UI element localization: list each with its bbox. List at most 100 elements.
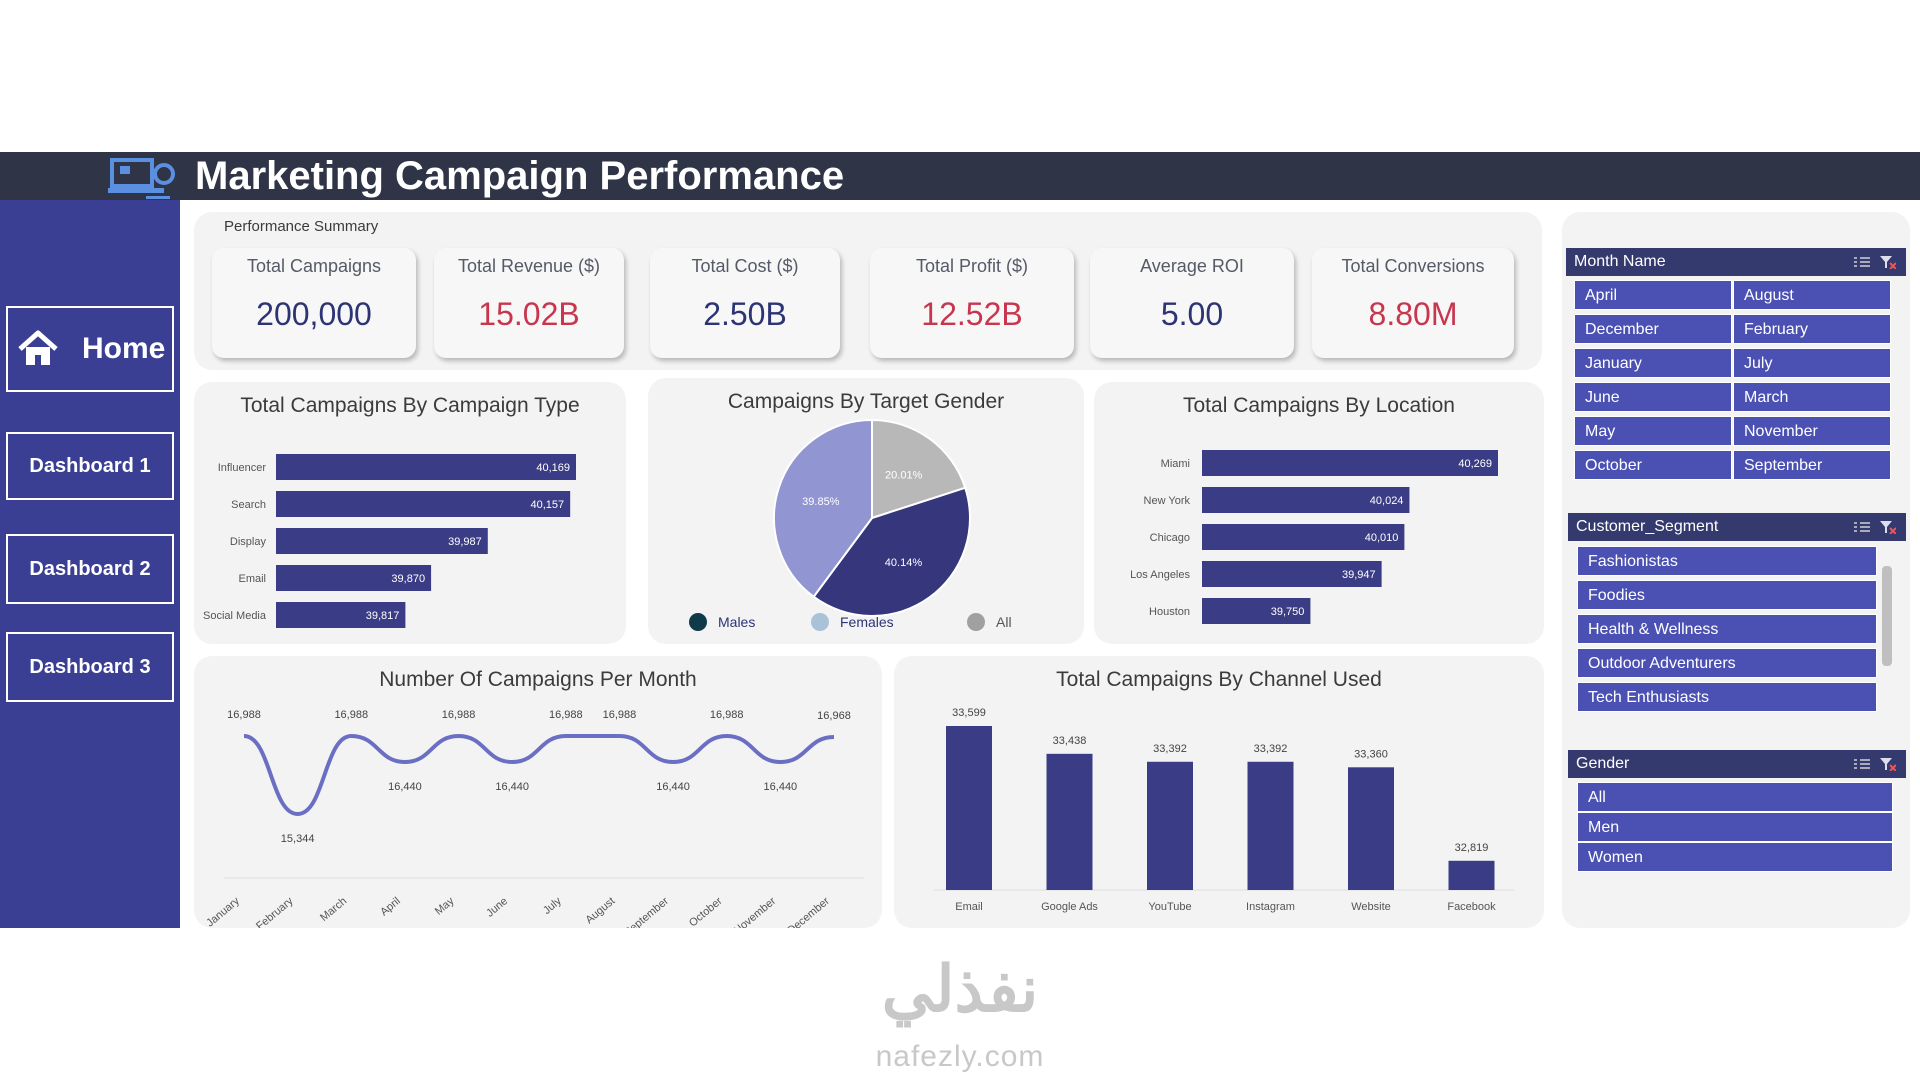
chart-title: Total Campaigns By Channel Used xyxy=(1056,668,1382,691)
tick-label: October xyxy=(687,895,725,928)
slice-label: 40.14% xyxy=(885,557,923,569)
category-label: Los Angeles xyxy=(1130,569,1190,581)
kpi-label: Total Revenue ($) xyxy=(457,256,601,276)
slicer-item[interactable]: January xyxy=(1574,348,1732,378)
bar xyxy=(276,491,571,517)
page-title: Marketing Campaign Performance xyxy=(195,154,845,198)
slicer-item[interactable]: March xyxy=(1733,382,1891,412)
tick-label: Instagram xyxy=(1246,901,1295,913)
slicer-header-icons xyxy=(1854,513,1896,541)
bar xyxy=(1202,561,1382,587)
clear-filter-icon[interactable] xyxy=(1880,255,1896,269)
pie-slice xyxy=(812,486,971,617)
slicer-title: Customer_Segment xyxy=(1576,518,1719,535)
slicer-item[interactable]: November xyxy=(1733,416,1891,446)
slicer-item[interactable]: All xyxy=(1577,782,1893,812)
kpi-value: 5.00 xyxy=(1160,296,1224,332)
slicer-item[interactable]: July xyxy=(1733,348,1891,378)
data-label: 16,440 xyxy=(764,781,798,793)
bar xyxy=(1348,767,1394,890)
multi-select-icon[interactable] xyxy=(1854,255,1870,269)
slicer-item[interactable]: February xyxy=(1733,314,1891,344)
tick-label: Website xyxy=(1351,901,1391,913)
slicer-item[interactable]: Tech Enthusiasts xyxy=(1577,682,1877,712)
gender-pie-chart: 20.01% 40.14% 39.85% Males Females All xyxy=(689,418,1012,631)
data-label: 16,988 xyxy=(603,709,637,721)
slicer-item[interactable]: May xyxy=(1574,416,1732,446)
category-label: Chicago xyxy=(1150,532,1190,544)
data-label: 39,947 xyxy=(1342,569,1376,581)
slicer-header-icons xyxy=(1854,248,1896,276)
clear-filter-icon[interactable] xyxy=(1880,757,1896,771)
bar xyxy=(1147,761,1193,890)
data-label: 15,344 xyxy=(281,833,315,845)
tick-label: December xyxy=(785,895,832,928)
tick-label: May xyxy=(433,895,457,918)
kpi-value: 200,000 xyxy=(256,296,372,332)
data-label: 33,438 xyxy=(1053,735,1087,747)
home-button[interactable]: Home xyxy=(6,306,174,392)
chart-title: Total Campaigns By Campaign Type xyxy=(240,394,580,417)
bar xyxy=(1202,450,1498,476)
slicer-item[interactable]: Outdoor Adventurers xyxy=(1577,648,1877,678)
slicer-item[interactable]: August xyxy=(1733,280,1891,310)
dashboard-3-button[interactable]: Dashboard 3 xyxy=(6,632,174,702)
campaign-type-chart-panel: Total Campaigns By Campaign Type Influen… xyxy=(194,382,626,644)
data-label: 16,440 xyxy=(495,781,529,793)
kpi-card-total-campaigns: Total Campaigns 200,000 xyxy=(212,248,416,358)
tick-label: January xyxy=(204,895,242,928)
slicer-item[interactable]: June xyxy=(1574,382,1732,412)
slicer-item[interactable]: December xyxy=(1574,314,1732,344)
channel-column-chart: 33,599 Email 33,438 Google Ads 33,392 YouTube… xyxy=(934,707,1514,913)
legend-label: All xyxy=(996,614,1012,630)
tick-label: April xyxy=(378,895,403,918)
segment-scrollbar[interactable] xyxy=(1882,566,1892,666)
series-line xyxy=(243,733,835,817)
watermark-latin: nafezly.com xyxy=(875,1040,1045,1073)
slicer-title: Month Name xyxy=(1574,253,1666,270)
slicer-item[interactable]: Foodies xyxy=(1577,580,1877,610)
slicer-header-icons xyxy=(1854,750,1896,778)
header-bar: Marketing Campaign Performance xyxy=(0,152,1920,200)
slicer-item[interactable]: Women xyxy=(1577,842,1893,872)
chart-title: Number Of Campaigns Per Month xyxy=(379,668,697,691)
multi-select-icon[interactable] xyxy=(1854,757,1870,771)
data-label: 16,988 xyxy=(334,709,368,721)
dashboard-2-button[interactable]: Dashboard 2 xyxy=(6,534,174,604)
kpi-value: 12.52B xyxy=(921,296,1023,332)
category-label: Social Media xyxy=(203,610,267,622)
slicer-item[interactable]: Men xyxy=(1577,812,1893,842)
kpi-label: Total Conversions xyxy=(1341,256,1485,276)
bar xyxy=(1247,761,1294,890)
slicer-item[interactable]: Health & Wellness xyxy=(1577,614,1877,644)
category-label: Influencer xyxy=(218,462,267,474)
tick-label: March xyxy=(318,895,349,924)
data-label: 16,988 xyxy=(442,709,476,721)
campaign-type-bar-chart: Influencer 40,169 Search 40,157 Display 39,98… xyxy=(203,454,576,628)
clear-filter-icon[interactable] xyxy=(1880,520,1896,534)
slice-label: 20.01% xyxy=(885,469,923,481)
kpi-value: 8.80M xyxy=(1368,296,1458,332)
slice-label: 39.85% xyxy=(802,496,840,508)
summary-title: Performance Summary xyxy=(224,218,379,235)
slicer-item[interactable]: September xyxy=(1733,450,1891,480)
multi-select-icon[interactable] xyxy=(1854,520,1870,534)
home-button-label: Home xyxy=(82,332,166,365)
slicer-item[interactable]: Fashionistas xyxy=(1577,546,1877,576)
bar xyxy=(1202,487,1410,513)
dashboard-1-button[interactable]: Dashboard 1 xyxy=(6,432,174,500)
data-label: 39,987 xyxy=(448,536,482,548)
slicer-item[interactable]: October xyxy=(1574,450,1732,480)
kpi-label: Total Cost ($) xyxy=(691,256,799,276)
location-chart-panel: Total Campaigns By Location Miami 40,269 N… xyxy=(1094,382,1544,644)
data-label: 39,750 xyxy=(1271,606,1305,618)
dashboard-1-label: Dashboard 1 xyxy=(29,454,151,477)
bar xyxy=(276,565,432,591)
bar xyxy=(1202,598,1311,624)
bar xyxy=(1448,860,1495,890)
tick-label: February xyxy=(254,895,296,928)
pie-slice xyxy=(773,418,873,599)
slicer-pane: Month Name April August December February Jan… xyxy=(1560,200,1920,928)
kpi-card-average-roi: Average ROI 5.00 xyxy=(1090,248,1294,358)
slicer-item[interactable]: April xyxy=(1574,280,1732,310)
